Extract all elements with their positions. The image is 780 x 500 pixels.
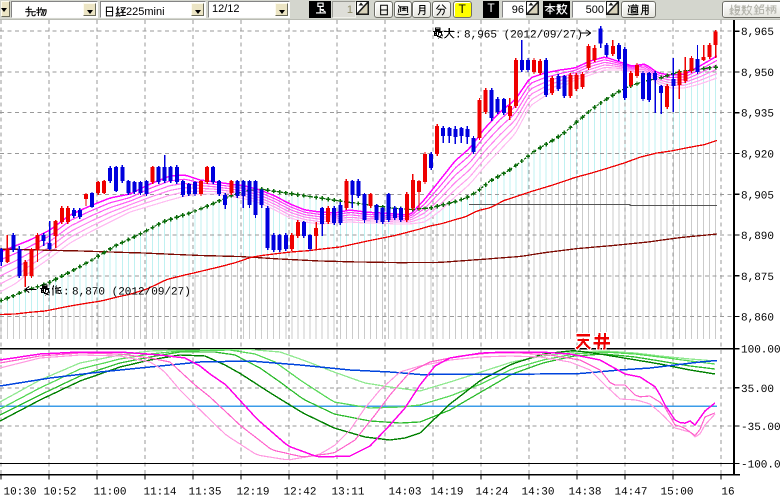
svg-text:12:19: 12:19 — [236, 487, 269, 499]
svg-text:8,875: 8,875 — [741, 272, 774, 284]
svg-text:-100.00: -100.00 — [741, 460, 780, 472]
svg-text:14:24: 14:24 — [475, 487, 508, 499]
svg-text:11:35: 11:35 — [188, 487, 221, 499]
svg-text:12:42: 12:42 — [283, 487, 316, 499]
svg-text:8,950: 8,950 — [741, 68, 774, 80]
svg-text:8,870 (2012/09/27): 8,870 (2012/09/27) — [72, 287, 191, 299]
svg-text:11:00: 11:00 — [93, 487, 126, 499]
svg-text:16: 16 — [721, 487, 734, 499]
svg-text:10:52: 10:52 — [43, 487, 76, 499]
svg-text:14:19: 14:19 — [430, 487, 463, 499]
svg-text:8,905: 8,905 — [741, 190, 774, 202]
svg-text:8,965 (2012/09/27): 8,965 (2012/09/27) — [464, 30, 583, 42]
svg-text:14:38: 14:38 — [568, 487, 601, 499]
svg-text:8,920: 8,920 — [741, 150, 774, 162]
svg-text:14:03: 14:03 — [388, 487, 421, 499]
svg-text:14:30: 14:30 — [521, 487, 554, 499]
svg-text:35.00: 35.00 — [741, 384, 774, 396]
svg-text:8,860: 8,860 — [741, 313, 774, 325]
svg-text:8,965: 8,965 — [741, 27, 774, 39]
svg-text::: : — [455, 30, 462, 42]
svg-text:14:47: 14:47 — [614, 487, 647, 499]
svg-text:15:00: 15:00 — [660, 487, 693, 499]
svg-text::: : — [63, 287, 70, 299]
svg-text:100.00: 100.00 — [741, 345, 780, 357]
svg-text:10:30: 10:30 — [3, 487, 36, 499]
svg-text:-35.00: -35.00 — [741, 422, 780, 434]
svg-text:11:14: 11:14 — [143, 487, 176, 499]
svg-text:13:11: 13:11 — [331, 487, 364, 499]
svg-text:8,890: 8,890 — [741, 231, 774, 243]
svg-text:8,935: 8,935 — [741, 109, 774, 121]
